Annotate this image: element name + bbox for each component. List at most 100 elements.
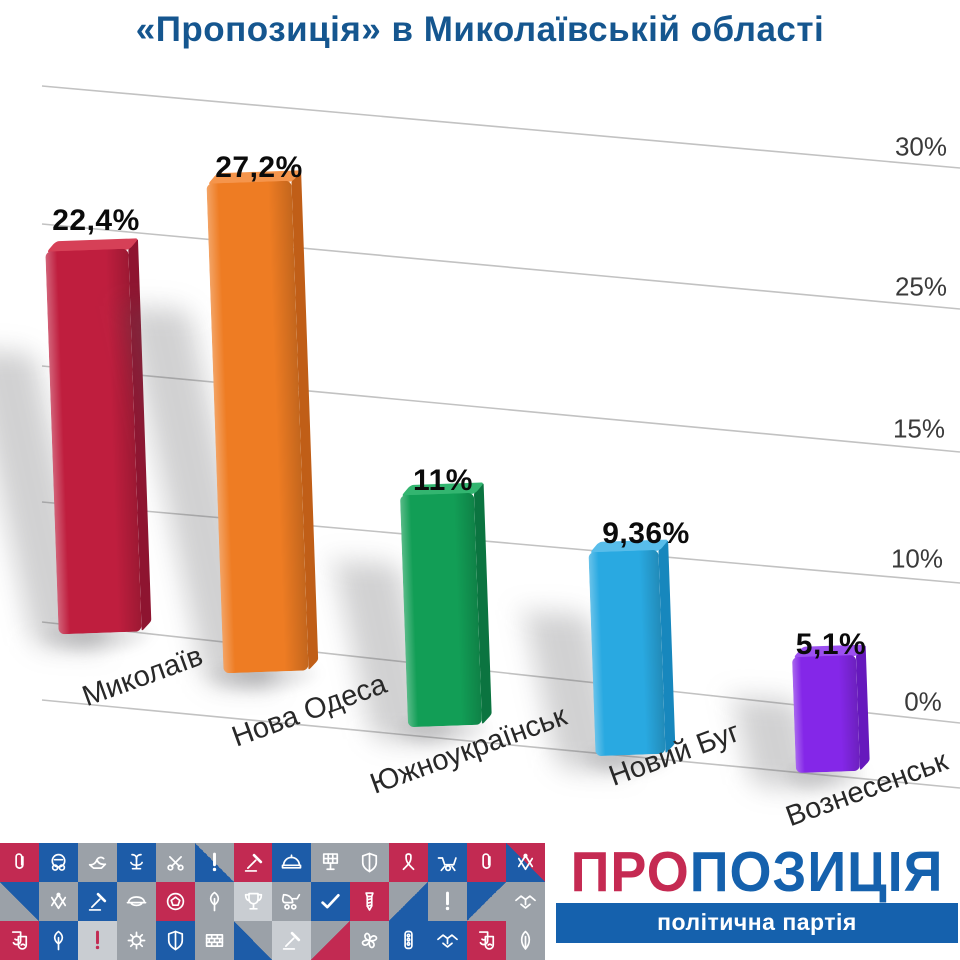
gavel-icon <box>278 927 305 954</box>
logo-word-part2: ПОЗИЦІЯ <box>689 840 944 904</box>
square-compass-icon <box>512 849 539 876</box>
mosaic-tile-3 <box>77 843 117 882</box>
mosaic-tile-15 <box>0 882 39 921</box>
mosaic-tile-6 <box>194 843 234 882</box>
mosaic-tile-14 <box>506 843 545 882</box>
mosaic-tile-23 <box>311 882 351 921</box>
bar-value-label-2: 27,2% <box>215 151 303 184</box>
crossed-keys-icon <box>162 849 189 876</box>
mosaic-tile-20 <box>194 882 234 921</box>
traffic-light-icon <box>395 927 422 954</box>
mosaic-tile-17 <box>77 882 117 921</box>
mosaic-tile-42 <box>506 921 545 960</box>
party-logo-subtitle: політична партія <box>556 903 958 943</box>
mosaic-tile-26 <box>428 882 468 921</box>
exclamation-icon <box>84 927 111 954</box>
bar-2 <box>124 170 327 701</box>
mosaic-tile-16 <box>38 882 78 921</box>
gas-mask-icon <box>45 849 72 876</box>
mosaic-tile-8 <box>272 843 312 882</box>
axis-tick-0%: 0% <box>904 686 942 717</box>
brick-wall-icon <box>201 927 228 954</box>
mosaic-tile-5 <box>155 843 195 882</box>
trophy-icon <box>240 888 267 915</box>
mosaic-tile-37 <box>311 921 351 960</box>
bar-front-face <box>791 654 861 774</box>
mosaic-tile-10 <box>350 843 390 882</box>
mosaic-tile-21 <box>233 882 273 921</box>
axis-tick-10%: 10% <box>890 543 944 574</box>
bar-value-label-5: 5,1% <box>795 628 867 661</box>
screw-icon <box>356 888 383 915</box>
mosaic-tile-40 <box>428 921 468 960</box>
shield-icon <box>356 849 383 876</box>
mosaic-tile-13 <box>467 843 507 882</box>
mosaic-tile-7 <box>233 843 273 882</box>
bar-value-label-4: 9,36% <box>602 517 690 550</box>
handshake-icon <box>512 888 539 915</box>
checkmark-icon <box>317 888 344 915</box>
mosaic-tile-18 <box>116 882 156 921</box>
mosaic-tile-33 <box>155 921 195 960</box>
mosaic-tile-11 <box>389 843 429 882</box>
bar-front-face <box>588 549 666 757</box>
mosaic-tile-36 <box>272 921 312 960</box>
chart-gridlines <box>41 85 960 789</box>
gridline-0 <box>41 85 960 169</box>
axis-tick-30%: 30% <box>894 131 948 162</box>
gavel-icon <box>240 849 267 876</box>
fountain-icon <box>123 849 150 876</box>
shield-icon <box>162 927 189 954</box>
gridline-5 <box>41 699 960 789</box>
chart-title: «Пропозиція» в Миколаївській області <box>135 10 825 49</box>
bar-front-face <box>399 492 483 728</box>
theater-masks-icon <box>473 927 500 954</box>
axis-tick-15%: 15% <box>892 413 946 444</box>
mosaic-tile-1 <box>0 843 39 882</box>
gridline-3 <box>41 501 960 584</box>
solar-panel-icon <box>317 849 344 876</box>
hard-hat-icon <box>278 849 305 876</box>
mosaic-tile-4 <box>116 843 156 882</box>
mosaic-tile-31 <box>77 921 117 960</box>
mosaic-tile-9 <box>311 843 351 882</box>
paperclip-icon <box>6 849 33 876</box>
mosaic-tile-2 <box>38 843 78 882</box>
bar-value-label-3: 11% <box>413 464 473 497</box>
logo-word-part1: ПРО <box>570 840 690 904</box>
mosaic-tile-19 <box>155 882 195 921</box>
mosaic-tile-39 <box>389 921 429 960</box>
gridline-1 <box>41 223 960 310</box>
square-compass-icon <box>45 888 72 915</box>
football-icon <box>162 888 189 915</box>
mosaic-tile-12 <box>428 843 468 882</box>
mosaic-tile-30 <box>38 921 78 960</box>
bar-3 <box>333 482 498 754</box>
bar-5 <box>732 644 874 800</box>
bar-value-label-1: 22,4% <box>52 204 140 237</box>
fan-icon <box>356 927 383 954</box>
theater-masks-icon <box>6 927 33 954</box>
mosaic-tile-29 <box>0 921 39 960</box>
mosaic-tile-24 <box>350 882 390 921</box>
gear-icon <box>123 927 150 954</box>
exclamation-icon <box>434 888 461 915</box>
ribbon-icon <box>395 849 422 876</box>
mosaic-tile-35 <box>233 921 273 960</box>
stroller-icon <box>278 888 305 915</box>
mosaic-tile-32 <box>116 921 156 960</box>
police-cap-icon <box>123 888 150 915</box>
mosaic-tile-28 <box>506 882 545 921</box>
party-logo-wordmark: ПРОПОЗИЦІЯ <box>556 844 958 900</box>
mosaic-tile-25 <box>389 882 429 921</box>
mosaic-tile-34 <box>194 921 234 960</box>
gridline-2 <box>41 365 960 453</box>
bar-front-face <box>206 180 309 674</box>
handshake-icon <box>434 927 461 954</box>
leaf-icon <box>512 927 539 954</box>
axis-tick-25%: 25% <box>894 271 948 302</box>
dove-icon <box>84 849 111 876</box>
wheelbarrow-icon <box>434 849 461 876</box>
tree-icon <box>201 888 228 915</box>
